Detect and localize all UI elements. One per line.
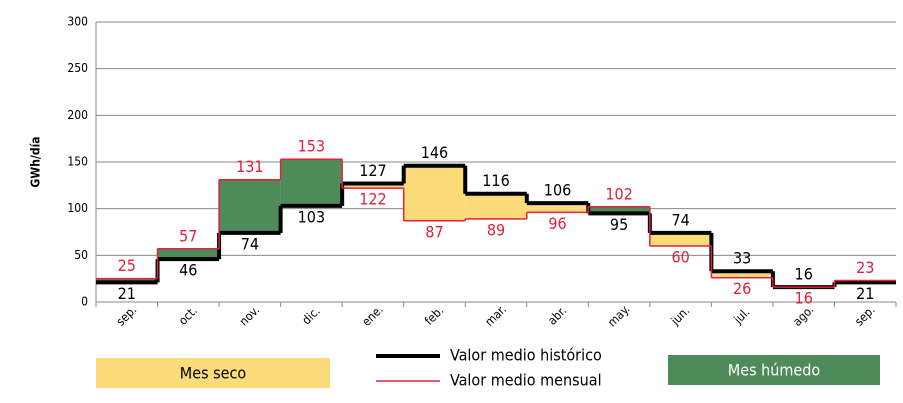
difference-fill	[465, 193, 527, 219]
legend-dry-label: Mes seco	[180, 364, 247, 383]
data-label: 57	[179, 226, 197, 245]
legend-label: Valor medio histórico	[450, 346, 602, 365]
difference-fill	[711, 271, 773, 278]
x-tick-label: jun.	[667, 304, 692, 329]
difference-fill	[157, 248, 220, 260]
y-axis-label: GWh/día	[29, 136, 43, 187]
data-label: 46	[179, 261, 197, 280]
difference-fill	[280, 159, 343, 206]
data-label: 23	[856, 258, 874, 277]
x-tick-label: feb.	[422, 303, 447, 328]
data-label: 106	[544, 181, 571, 200]
x-tick-label: abr.	[545, 304, 569, 328]
data-label: 33	[733, 249, 751, 268]
x-tick-label: sep.	[113, 303, 139, 329]
y-tick-label: 100	[67, 201, 88, 215]
legend-dry-box	[96, 358, 330, 388]
difference-fill	[219, 179, 281, 233]
data-label: 89	[487, 220, 505, 239]
x-tick-label: oct.	[176, 304, 200, 328]
y-tick-label: 200	[67, 108, 88, 122]
data-label: 95	[610, 215, 628, 234]
x-tick-label: jul.	[730, 305, 752, 327]
data-label: 74	[241, 234, 259, 253]
x-tick-label: sep.	[852, 303, 878, 329]
data-label: 96	[548, 214, 566, 233]
difference-fill	[403, 165, 466, 221]
data-label: 122	[359, 190, 386, 209]
data-label: 60	[671, 248, 689, 267]
y-tick-label: 150	[67, 155, 88, 169]
data-label: 127	[359, 161, 386, 180]
difference-fill	[526, 203, 589, 213]
data-label: 131	[236, 157, 263, 176]
legend-wet-box	[668, 355, 880, 385]
data-label: 16	[795, 265, 813, 284]
difference-fill	[588, 206, 650, 214]
data-label: 25	[118, 256, 136, 275]
difference-fill	[649, 232, 712, 246]
legend-wet-label: Mes húmedo	[728, 361, 821, 380]
data-label: 21	[118, 284, 136, 303]
legend-label: Valor medio mensual	[450, 371, 602, 390]
data-label: 153	[298, 137, 325, 156]
x-tick-label: dic.	[299, 304, 322, 327]
data-label: 87	[425, 222, 443, 241]
y-tick-label: 250	[67, 61, 88, 75]
data-label: 103	[298, 207, 325, 226]
y-tick-label: 50	[74, 248, 88, 262]
data-label: 102	[605, 184, 632, 203]
x-tick-label: may.	[605, 302, 633, 330]
data-label: 146	[421, 143, 448, 162]
data-label: 74	[671, 210, 689, 229]
x-tick-label: ene.	[359, 302, 386, 329]
x-tick-label: mar.	[482, 302, 509, 329]
data-label: 26	[733, 279, 751, 298]
x-tick-label: nov.	[237, 303, 263, 329]
y-tick-label: 300	[67, 15, 88, 29]
y-tick-label: 0	[81, 295, 88, 309]
data-label: 21	[856, 284, 874, 303]
difference-fill	[342, 183, 404, 189]
data-label: 116	[482, 171, 509, 190]
data-label: 16	[795, 289, 813, 308]
